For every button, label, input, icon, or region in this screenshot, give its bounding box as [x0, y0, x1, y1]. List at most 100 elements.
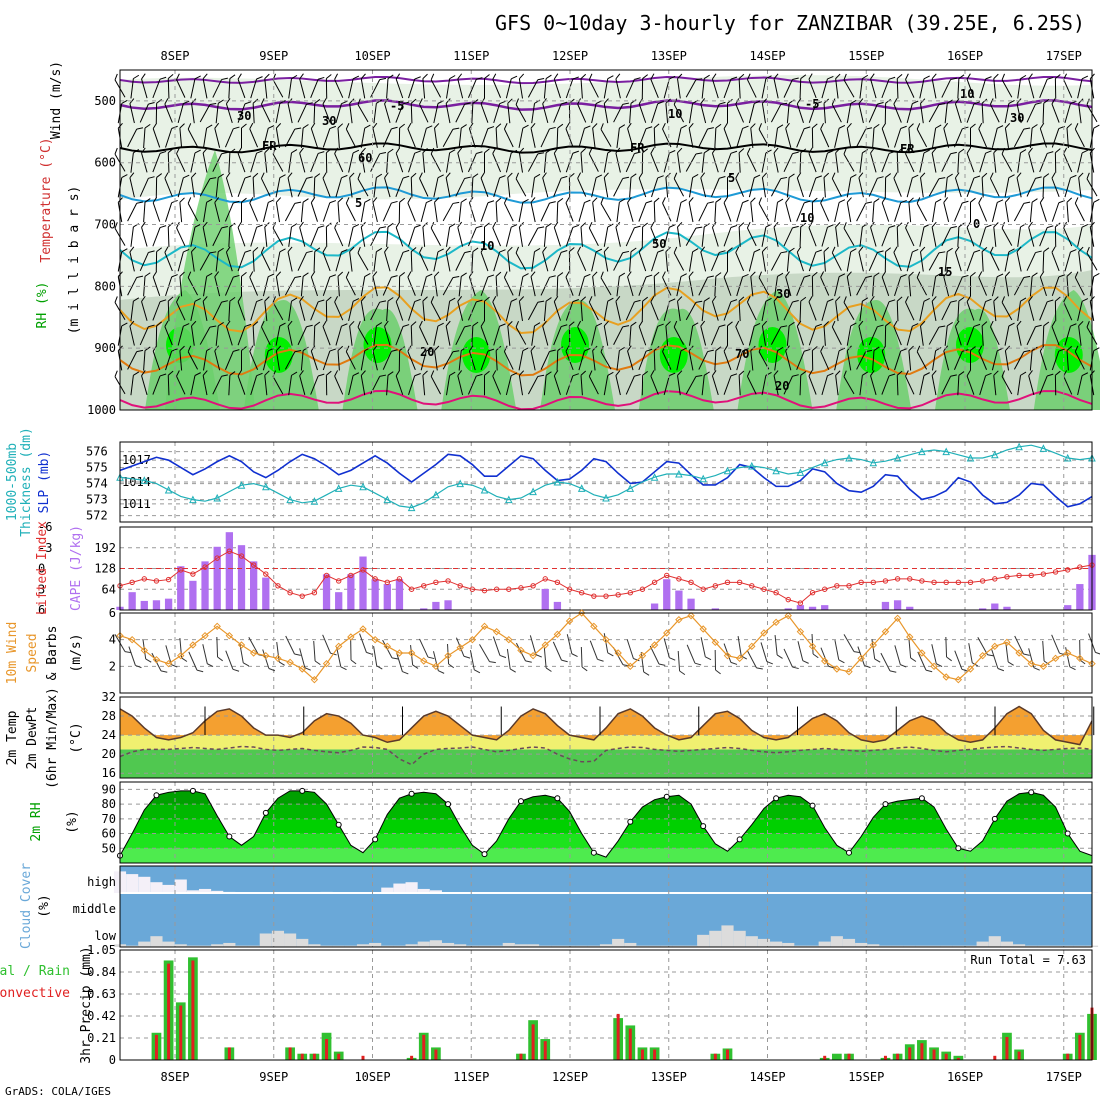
wind-barb	[1042, 321, 1050, 346]
cloud-low-bar	[138, 941, 151, 947]
wind-barb	[881, 76, 896, 99]
wind-barb	[495, 123, 502, 149]
wind-barb	[540, 349, 556, 370]
wind-barb	[665, 246, 671, 272]
wind-barb	[580, 222, 587, 247]
wind-barb	[651, 175, 664, 198]
dewpoint-line	[119, 745, 1093, 766]
wind-barb	[931, 73, 937, 99]
cloud-high-bar	[138, 876, 151, 893]
wind-barb	[503, 197, 514, 222]
li-point	[651, 579, 658, 586]
wind-speed-point	[468, 635, 477, 644]
wind-barb	[167, 74, 174, 99]
upper-rh-label: RH (%)	[35, 282, 50, 329]
wind-barb	[141, 221, 148, 247]
cloud-low-bar	[1025, 945, 1038, 947]
wind-barb	[688, 173, 699, 198]
cloud-low-bar	[320, 945, 333, 947]
temp-tick: 20	[102, 747, 116, 761]
rh-point	[590, 849, 597, 856]
wind-barb	[530, 122, 536, 148]
wind-barb	[858, 320, 864, 346]
wind-barb	[650, 295, 659, 321]
li-point	[943, 579, 949, 586]
wind-barb	[164, 320, 173, 346]
cape-bar	[687, 598, 695, 610]
wind-barb	[821, 298, 834, 321]
wind10-barb	[373, 646, 383, 670]
wind-barb	[177, 248, 190, 272]
wind-barb	[966, 323, 981, 346]
wind-barb	[711, 295, 719, 321]
cloud-low-bar	[1000, 941, 1014, 947]
contour-label: 5	[355, 196, 362, 210]
wind10-barb	[202, 644, 214, 667]
wind-barb	[653, 271, 660, 297]
precip-convective-bar	[726, 1049, 729, 1060]
wind-barb	[288, 297, 298, 322]
wind-barb	[471, 99, 479, 124]
wind-barb	[152, 271, 161, 296]
wind-barb	[284, 201, 302, 222]
cape-bar	[821, 605, 829, 610]
wind-barb	[613, 102, 630, 123]
wind-barb	[811, 271, 818, 297]
li-point	[506, 586, 512, 592]
wind-barb	[957, 74, 965, 99]
wind-barb	[653, 123, 660, 149]
wind-barb	[179, 271, 185, 297]
wind-barb	[785, 122, 792, 148]
wind10-barb	[760, 642, 774, 665]
wind-barb	[846, 248, 857, 272]
wind-speed-point	[869, 641, 878, 649]
wind-barb	[384, 246, 391, 272]
wind-barb	[773, 296, 779, 321]
wind-speed-point	[492, 627, 501, 636]
wind-barb	[262, 125, 275, 148]
wind-barb	[143, 346, 151, 371]
wind-barb	[434, 123, 440, 148]
thickness-point	[456, 479, 465, 488]
wind-barb	[906, 248, 919, 272]
wind-barb	[325, 370, 332, 396]
wind-barb	[701, 223, 710, 247]
wind-barb	[856, 201, 873, 222]
wind-barb	[202, 124, 213, 148]
wind-barb	[187, 197, 199, 222]
wind10-barb	[783, 648, 799, 670]
wind-barb	[127, 349, 144, 370]
li-point	[992, 576, 998, 582]
cape-bar	[893, 600, 902, 610]
wind-barb	[625, 299, 641, 321]
wind-barb	[300, 346, 309, 371]
wind-barb	[738, 370, 745, 396]
li-tick: -3	[38, 541, 52, 555]
cloud-low-bar	[842, 938, 856, 947]
contour-label: FR	[630, 141, 645, 155]
li-point	[408, 586, 415, 592]
wind-speed-point	[808, 642, 817, 651]
wind-barb	[275, 197, 282, 223]
wind-barb	[287, 320, 293, 346]
wind-barb	[577, 320, 587, 346]
li-point	[761, 586, 767, 592]
precip-convective-bar	[422, 1034, 426, 1060]
wind-barb	[337, 345, 344, 371]
wind-barb	[143, 198, 151, 223]
cape-bar	[371, 579, 379, 610]
wind-barb	[783, 374, 799, 395]
wind-barb	[139, 176, 155, 197]
wind-barb	[129, 320, 135, 346]
cloud-low-bar	[235, 945, 248, 947]
wind10-barb	[700, 637, 712, 661]
cloud-low-bar	[332, 945, 345, 947]
cloud-low-bar	[672, 945, 685, 947]
wind-speed-point	[784, 611, 792, 620]
precip-convective-bar	[1078, 1034, 1082, 1060]
wind-barb	[493, 249, 506, 272]
wind-barb	[714, 346, 722, 371]
cloud-low-bar	[721, 925, 734, 947]
wind-barb	[1039, 373, 1054, 395]
wind-barb	[811, 346, 818, 371]
